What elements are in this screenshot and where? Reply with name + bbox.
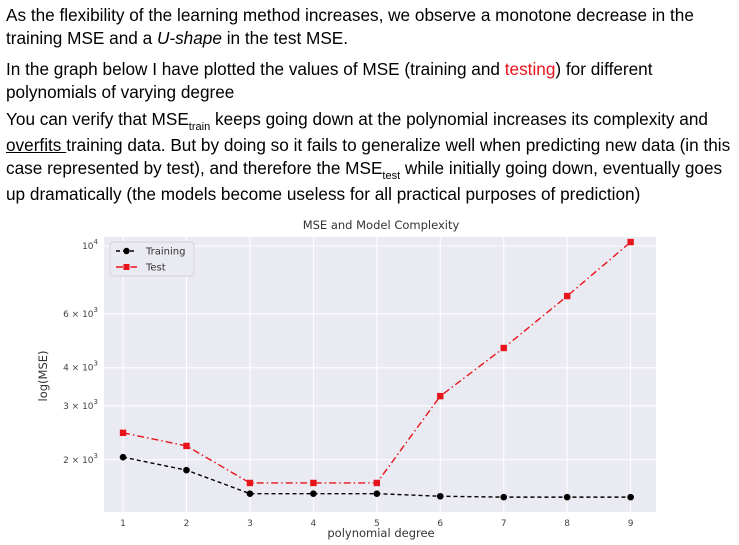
- verify-text-d: while initially going down, eventually g…: [6, 158, 723, 204]
- test-point: [373, 479, 381, 487]
- test-point: [627, 238, 634, 246]
- y-tick-label: 2 × 103: [63, 452, 98, 466]
- legend: Training Test: [109, 241, 195, 277]
- test-point: [437, 392, 444, 400]
- legend-training-marker: [123, 247, 130, 255]
- graph-desc-testing-word: testing: [504, 59, 556, 79]
- x-tick-label: 2: [184, 519, 190, 529]
- training-point: [436, 492, 444, 500]
- test-point: [500, 344, 507, 352]
- x-tick-label: 3: [247, 519, 253, 529]
- intro-text-ushape: U-shape: [156, 28, 222, 48]
- y-tick-label: 4 × 103: [63, 360, 98, 374]
- legend-test-label: Test: [145, 263, 166, 274]
- test-point: [246, 479, 254, 487]
- paragraph-verification: You can verify that MSEtrain keeps going…: [6, 108, 735, 206]
- plot-area: [104, 237, 656, 512]
- x-tick-label: 7: [501, 519, 507, 529]
- x-tick-label: 9: [628, 519, 634, 529]
- mse-train-subscript: train: [188, 121, 211, 133]
- verify-text-c: training data. But by doing so it fails …: [6, 135, 731, 178]
- axis-ticks: 1 2 3 4 5 6 7 8 9 2 × 103 3 × 103 4 × 103 6 × 103 104: [63, 238, 634, 529]
- intro-text-c: in the test MSE.: [221, 28, 349, 48]
- x-tick-label: 6: [437, 519, 443, 529]
- test-point: [119, 429, 127, 437]
- x-tick-label: 5: [374, 519, 380, 529]
- paragraph-graph-description: In the graph below I have plotted the va…: [6, 58, 735, 104]
- verify-text-a: You can verify that MSE: [6, 109, 189, 129]
- x-tick-label: 4: [311, 519, 317, 529]
- training-point: [627, 493, 634, 501]
- training-point: [246, 490, 254, 497]
- y-tick-label: 6 × 103: [63, 306, 98, 320]
- test-point: [310, 479, 317, 487]
- mse-complexity-chart: MSE and Model Complexity 1 2 3 4 5 6 7 8 9 2 × 10…: [36, 218, 656, 540]
- intro-text-a: As the flexibility of the learning metho…: [6, 5, 694, 48]
- test-point: [183, 442, 190, 450]
- training-point: [310, 490, 317, 497]
- training-point: [500, 493, 508, 501]
- chart-title: MSE and Model Complexity: [303, 218, 460, 232]
- x-axis-label: polynomial degree: [327, 526, 434, 540]
- training-point: [183, 466, 190, 474]
- graph-desc-text-b: ) for different polynomials of varying d…: [6, 59, 653, 102]
- paragraph-intro: As the flexibility of the learning metho…: [6, 4, 735, 50]
- grid: [104, 237, 656, 512]
- test-point: [563, 292, 571, 300]
- x-tick-label: 1: [120, 519, 126, 529]
- training-point: [373, 490, 381, 497]
- verify-text-b: keeps going down at the polynomial incre…: [210, 109, 708, 129]
- y-axis-label: log(MSE): [36, 351, 50, 402]
- x-tick-label: 8: [564, 519, 570, 529]
- graph-desc-text-a: In the graph below I have plotted the va…: [6, 59, 505, 79]
- y-tick-label: 3 × 103: [63, 398, 98, 412]
- legend-training-label: Training: [145, 247, 185, 258]
- mse-test-subscript: test: [382, 170, 401, 182]
- training-point: [119, 453, 127, 461]
- series: [119, 238, 634, 501]
- legend-test-marker: [123, 264, 130, 270]
- training-point: [563, 493, 571, 501]
- y-tick-label: 104: [82, 238, 98, 252]
- overfits-word: overfits: [6, 135, 67, 155]
